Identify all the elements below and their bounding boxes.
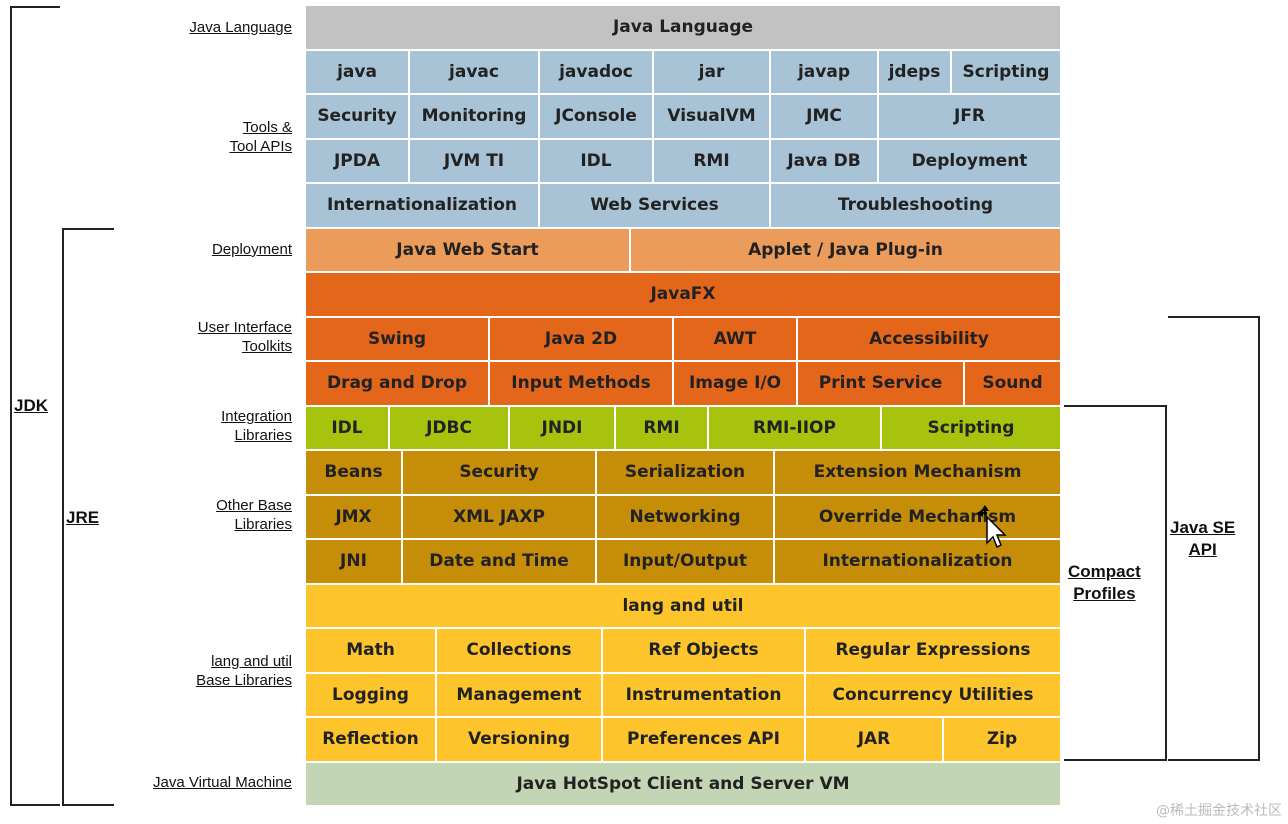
stack-cell: Accessibility [798, 317, 1062, 362]
stack-cell: JMC [771, 95, 879, 140]
compact-bracket-bottom [1064, 759, 1167, 761]
stack-cell: Extension Mechanism [775, 451, 1062, 496]
stack-cell: jdeps [879, 50, 952, 95]
stack-cell: Java 2D [490, 317, 674, 362]
stack-cell: IDL [306, 406, 390, 451]
stack-cell: JMX [306, 495, 403, 540]
jdk-bracket-top [10, 6, 60, 8]
jre-bracket-top [62, 228, 114, 230]
stack-cell: JVM TI [410, 139, 540, 184]
compact-bracket-vertical [1165, 405, 1167, 761]
stack-cell: Input/Output [597, 540, 775, 585]
stack-cell: Image I/O [674, 362, 798, 407]
stack-cell: Logging [306, 673, 437, 718]
label-lang-util: lang and util Base Libraries [196, 653, 292, 689]
stack-cell: Preferences API [603, 718, 806, 763]
compact-profiles-label: Compact Profiles [1068, 562, 1141, 603]
stack-cell: Swing [306, 317, 490, 362]
stack-cell: AWT [674, 317, 798, 362]
stack-cell: Beans [306, 451, 403, 496]
watermark: @稀土掘金技术社区 [1156, 803, 1282, 819]
stack-cell: JNDI [510, 406, 616, 451]
label-java-language: Java Language [189, 19, 292, 36]
stack-cell: RMI [654, 139, 771, 184]
stack-cell: javac [410, 50, 540, 95]
stack-cell: Java Language [306, 6, 1062, 51]
stack-cell: Internationalization [306, 184, 540, 229]
stack-cell: Drag and Drop [306, 362, 490, 407]
jre-bracket-bottom [62, 804, 114, 806]
stack-cell: Scripting [952, 50, 1062, 95]
stack-cell: VisualVM [654, 95, 771, 140]
stack-cell: Math [306, 629, 437, 674]
label-deployment: Deployment [211, 241, 292, 258]
jdk-bracket-vertical [10, 6, 12, 806]
stack-cell: JFR [879, 95, 1062, 140]
stack-cell: Zip [944, 718, 1062, 763]
stack-cell: JDBC [390, 406, 510, 451]
stack-cell: Web Services [540, 184, 771, 229]
stack-cell: Internationalization [775, 540, 1062, 585]
stack-cell: JConsole [540, 95, 654, 140]
label-tools: Tools & Tool APIs [229, 119, 292, 155]
jdk-bracket-bottom [10, 804, 60, 806]
stack-cell: RMI-IIOP [709, 406, 882, 451]
stack-cell: Sound [965, 362, 1062, 407]
se-api-bracket-top [1168, 316, 1260, 318]
label-jvm: Java Virtual Machine [153, 774, 292, 791]
stack-cell: Instrumentation [603, 673, 806, 718]
stack-cell: XML JAXP [403, 495, 597, 540]
stack-cell: Java Web Start [306, 228, 631, 273]
stack-cell: RMI [616, 406, 709, 451]
compact-bracket-top [1064, 405, 1167, 407]
stack-cell: Print Service [798, 362, 965, 407]
stack-cell: Security [306, 95, 410, 140]
stack-cell: Management [437, 673, 603, 718]
stack-cell: Regular Expressions [806, 629, 1062, 674]
stack-cell: Reflection [306, 718, 437, 763]
jre-bracket-vertical [62, 228, 64, 806]
se-api-bracket-vertical [1258, 316, 1260, 761]
label-integration: Integration Libraries [221, 408, 292, 444]
stack-cell: Override Mechanism [775, 495, 1062, 540]
stack-cell: Collections [437, 629, 603, 674]
stack-cell: jar [654, 50, 771, 95]
stack-cell: Java DB [771, 139, 879, 184]
stack-cell: Networking [597, 495, 775, 540]
stack-cell: Java HotSpot Client and Server VM [306, 762, 1062, 807]
stack-cell: java [306, 50, 410, 95]
stack-cell: JavaFX [306, 273, 1062, 318]
stack-cell: JPDA [306, 139, 410, 184]
stack-cell: IDL [540, 139, 654, 184]
stack-cell: Deployment [879, 139, 1062, 184]
java-se-api-label: Java SE API [1170, 518, 1236, 559]
stack-cell: Input Methods [490, 362, 674, 407]
label-ui-toolkits: User Interface Toolkits [197, 319, 292, 355]
mouse-cursor-icon [977, 505, 1007, 549]
stack-cell: lang and util [306, 584, 1062, 629]
stack-cell: JNI [306, 540, 403, 585]
stack-cell: javadoc [540, 50, 654, 95]
stack-cell: Scripting [882, 406, 1062, 451]
jdk-label: JDK [14, 396, 49, 415]
stack-cell: Date and Time [403, 540, 597, 585]
se-api-bracket-bottom [1168, 759, 1260, 761]
stack-cell: Troubleshooting [771, 184, 1062, 229]
stack-cell: Versioning [437, 718, 603, 763]
stack-cell: Monitoring [410, 95, 540, 140]
stack-cell: javap [771, 50, 879, 95]
jre-label: JRE [66, 508, 100, 527]
stack-cell: Serialization [597, 451, 775, 496]
label-other-base: Other Base Libraries [216, 497, 292, 533]
stack-cell: JAR [806, 718, 944, 763]
stack-cell: Security [403, 451, 597, 496]
stack-cell: Ref Objects [603, 629, 806, 674]
stack-cell: Concurrency Utilities [806, 673, 1062, 718]
stack-cell: Applet / Java Plug-in [631, 228, 1062, 273]
